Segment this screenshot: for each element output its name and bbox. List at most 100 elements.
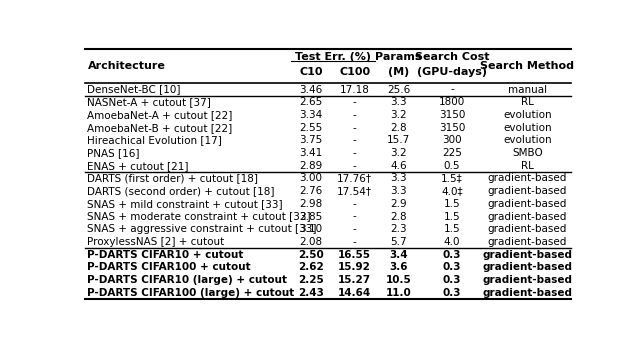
- Text: (M): (M): [388, 67, 409, 77]
- Text: P-DARTS CIFAR100 (large) + cutout: P-DARTS CIFAR100 (large) + cutout: [88, 288, 294, 298]
- Text: 2.43: 2.43: [298, 288, 324, 298]
- Text: 2.8: 2.8: [390, 123, 407, 133]
- Text: AmoebaNet-B + cutout [22]: AmoebaNet-B + cutout [22]: [88, 123, 233, 133]
- Text: DARTS (first order) + cutout [18]: DARTS (first order) + cutout [18]: [88, 173, 259, 183]
- Text: Search Method: Search Method: [480, 61, 574, 71]
- Text: Params: Params: [375, 52, 422, 62]
- Text: 2.55: 2.55: [300, 123, 323, 133]
- Text: 3150: 3150: [439, 123, 465, 133]
- Text: gradient-based: gradient-based: [488, 186, 567, 196]
- Text: 25.6: 25.6: [387, 84, 410, 94]
- Text: 2.25: 2.25: [298, 275, 324, 285]
- Text: SNAS + moderate constraint + cutout [33]: SNAS + moderate constraint + cutout [33]: [88, 212, 311, 222]
- Text: gradient-based: gradient-based: [483, 262, 572, 272]
- Text: P-DARTS CIFAR10 (large) + cutout: P-DARTS CIFAR10 (large) + cutout: [88, 275, 287, 285]
- Text: 2.9: 2.9: [390, 199, 407, 209]
- Text: 2.3: 2.3: [390, 224, 407, 234]
- Text: -: -: [353, 224, 356, 234]
- Text: ENAS + cutout [21]: ENAS + cutout [21]: [88, 161, 189, 171]
- Text: 0.3: 0.3: [443, 250, 461, 260]
- Text: 3.34: 3.34: [300, 110, 323, 120]
- Text: 300: 300: [442, 135, 462, 145]
- Text: -: -: [353, 148, 356, 158]
- Text: 2.89: 2.89: [300, 161, 323, 171]
- Text: 1.5: 1.5: [444, 212, 460, 222]
- Text: DARTS (second order) + cutout [18]: DARTS (second order) + cutout [18]: [88, 186, 275, 196]
- Text: 2.65: 2.65: [300, 97, 323, 107]
- Text: 2.50: 2.50: [298, 250, 324, 260]
- Text: 3.46: 3.46: [300, 84, 323, 94]
- Text: SNAS + mild constraint + cutout [33]: SNAS + mild constraint + cutout [33]: [88, 199, 283, 209]
- Text: evolution: evolution: [503, 135, 552, 145]
- Text: Architecture: Architecture: [88, 61, 165, 71]
- Text: gradient-based: gradient-based: [483, 250, 572, 260]
- Text: evolution: evolution: [503, 110, 552, 120]
- Text: -: -: [353, 161, 356, 171]
- Text: 10.5: 10.5: [386, 275, 412, 285]
- Text: 3.2: 3.2: [390, 110, 407, 120]
- Text: gradient-based: gradient-based: [483, 288, 572, 298]
- Text: 0.3: 0.3: [443, 275, 461, 285]
- Text: AmoebaNet-A + cutout [22]: AmoebaNet-A + cutout [22]: [88, 110, 233, 120]
- Text: 2.98: 2.98: [300, 199, 323, 209]
- Text: 2.62: 2.62: [298, 262, 324, 272]
- Text: 17.76†: 17.76†: [337, 173, 372, 183]
- Text: RL: RL: [521, 161, 534, 171]
- Text: 14.64: 14.64: [338, 288, 371, 298]
- Text: PNAS [16]: PNAS [16]: [88, 148, 140, 158]
- Text: 1.5: 1.5: [444, 199, 460, 209]
- Text: 0.5: 0.5: [444, 161, 460, 171]
- Text: 11.0: 11.0: [386, 288, 412, 298]
- Text: 3.4: 3.4: [389, 250, 408, 260]
- Text: gradient-based: gradient-based: [488, 212, 567, 222]
- Text: (GPU-days): (GPU-days): [417, 67, 487, 77]
- Text: C100: C100: [339, 67, 371, 77]
- Text: 1800: 1800: [439, 97, 465, 107]
- Text: P-DARTS CIFAR100 + cutout: P-DARTS CIFAR100 + cutout: [88, 262, 251, 272]
- Text: -: -: [353, 212, 356, 222]
- Text: C10: C10: [300, 67, 323, 77]
- Text: 16.55: 16.55: [338, 250, 371, 260]
- Text: 2.76: 2.76: [300, 186, 323, 196]
- Text: 15.27: 15.27: [338, 275, 371, 285]
- Text: ProxylessNAS [2] + cutout: ProxylessNAS [2] + cutout: [88, 237, 225, 247]
- Text: gradient-based: gradient-based: [483, 275, 572, 285]
- Text: 3.3: 3.3: [390, 173, 407, 183]
- Text: 4.0: 4.0: [444, 237, 460, 247]
- Text: 3.3: 3.3: [390, 97, 407, 107]
- Text: SNAS + aggressive constraint + cutout [33]: SNAS + aggressive constraint + cutout [3…: [88, 224, 317, 234]
- Text: 4.0‡: 4.0‡: [441, 186, 463, 196]
- Text: 3.75: 3.75: [300, 135, 323, 145]
- Text: RL: RL: [521, 97, 534, 107]
- Text: 3.3: 3.3: [390, 186, 407, 196]
- Text: -: -: [353, 97, 356, 107]
- Text: 3.41: 3.41: [300, 148, 323, 158]
- Text: 3.10: 3.10: [300, 224, 323, 234]
- Text: -: -: [353, 199, 356, 209]
- Text: 0.3: 0.3: [443, 262, 461, 272]
- Text: 5.7: 5.7: [390, 237, 407, 247]
- Text: 15.92: 15.92: [339, 262, 371, 272]
- Text: gradient-based: gradient-based: [488, 237, 567, 247]
- Text: -: -: [450, 84, 454, 94]
- Text: DenseNet-BC [10]: DenseNet-BC [10]: [88, 84, 181, 94]
- Text: 3.00: 3.00: [300, 173, 323, 183]
- Text: 1.5‡: 1.5‡: [441, 173, 463, 183]
- Text: 1.5: 1.5: [444, 224, 460, 234]
- Text: 2.8: 2.8: [390, 212, 407, 222]
- Text: -: -: [353, 237, 356, 247]
- Text: Search Cost: Search Cost: [415, 52, 489, 62]
- Text: 3.2: 3.2: [390, 148, 407, 158]
- Text: -: -: [353, 123, 356, 133]
- Text: -: -: [353, 135, 356, 145]
- Text: 225: 225: [442, 148, 462, 158]
- Text: Test Err. (%): Test Err. (%): [295, 52, 371, 62]
- Text: 3150: 3150: [439, 110, 465, 120]
- Text: 17.18: 17.18: [340, 84, 370, 94]
- Text: gradient-based: gradient-based: [488, 224, 567, 234]
- Text: 0.3: 0.3: [443, 288, 461, 298]
- Text: 2.85: 2.85: [300, 212, 323, 222]
- Text: 2.08: 2.08: [300, 237, 323, 247]
- Text: 17.54†: 17.54†: [337, 186, 372, 196]
- Text: 4.6: 4.6: [390, 161, 407, 171]
